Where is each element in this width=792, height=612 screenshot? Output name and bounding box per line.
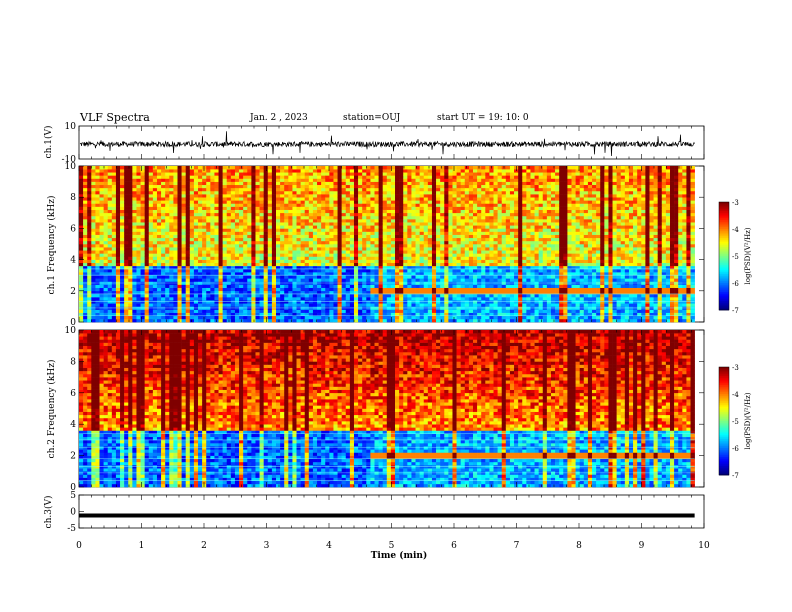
ch1-waveform-panel: 10 -10 ch.1(V) — [43, 122, 705, 165]
colorbar-tick-label: -7 — [732, 472, 739, 480]
colorbar-tick-label: -3 — [732, 199, 739, 207]
ch1-spectrogram-image — [79, 166, 695, 323]
ch3-ylabel: ch.3(V) — [43, 496, 54, 529]
x-axis: 0 1 2 3 4 5 6 7 8 9 10 — [76, 541, 710, 551]
colorbar-tick-label: -7 — [732, 307, 739, 315]
ch3-ytick-label: 5 — [70, 491, 76, 501]
spectrogram-ytick-label: 8 — [70, 193, 76, 203]
start-time-label: start UT = 19: 10: 0 — [437, 113, 529, 123]
x-tick-label: 0 — [76, 541, 82, 551]
colorbar-tick-label: -4 — [732, 226, 739, 234]
colorbar-tick-label: -5 — [732, 418, 739, 426]
station-label: station=OUJ — [343, 113, 401, 123]
x-axis-label: Time (min) — [371, 550, 428, 561]
spectrogram-ytick-label: 4 — [70, 256, 76, 266]
spectrogram-ytick-label: 2 — [70, 287, 76, 297]
x-tick-label: 2 — [201, 541, 207, 551]
ch2-spectrogram-panel: 0 2 4 6 8 10 ch.2 Frequency (kHz) -3 -4 -5 -6 -7 l… — [46, 326, 752, 493]
x-tick-label: 6 — [451, 541, 457, 551]
ch1-spectrogram-axis-ticks: 0 2 4 6 8 10 — [65, 162, 705, 328]
colorbar-tick-label: -6 — [732, 280, 739, 288]
x-tick-label: 5 — [389, 541, 395, 551]
spectrogram-ytick-label: 4 — [70, 420, 76, 430]
colorbar-tick-label: -6 — [732, 445, 739, 453]
chart-title: VLF Spectra — [80, 111, 150, 124]
ch2-spectrogram-image — [79, 330, 695, 488]
ch1-axis-ticks: 10 -10 — [62, 122, 705, 165]
spectrogram-ytick-label: 8 — [70, 357, 76, 367]
colorbar-tick-label: -3 — [732, 364, 739, 372]
x-tick-label: 4 — [326, 541, 332, 551]
ch3-ytick-label: 0 — [70, 508, 76, 518]
date-label: Jan. 2 , 2023 — [250, 113, 308, 123]
spectrogram-ytick-label: 0 — [70, 318, 76, 328]
ch1-ytick-label: 10 — [65, 122, 77, 132]
ch3-axis-ticks: 5 0 -5 — [67, 491, 705, 534]
ch1-spectrogram-panel: 0 2 4 6 8 10 ch.1 Frequency (kHz) -3 -4 -5 -6 -7 l… — [46, 162, 752, 328]
ch1-ytick-label: -10 — [62, 155, 77, 165]
spectrogram-ytick-label: 10 — [65, 326, 77, 336]
spectrogram-ytick-label: 0 — [70, 483, 76, 493]
ch1-spectrogram-ylabel: ch.1 Frequency (kHz) — [46, 196, 57, 295]
ch1-ylabel: ch.1(V) — [43, 126, 54, 159]
colorbar-tick-label: -4 — [732, 391, 739, 399]
ch1-waveform-trace — [79, 131, 695, 157]
ch1-colorbar: -3 -4 -5 -6 -7 log(PSD)(V²/Hz) — [718, 199, 752, 315]
ch3-ytick-label: -5 — [67, 524, 76, 534]
x-tick-label: 1 — [139, 541, 145, 551]
x-tick-label: 10 — [698, 541, 710, 551]
ch2-colorbar: -3 -4 -5 -6 -7 log(PSD)(V²/Hz) — [718, 364, 752, 480]
spectrogram-ytick-label: 6 — [70, 224, 76, 234]
colorbar-label: log(PSD)(V²/Hz) — [744, 227, 752, 284]
spectrogram-ytick-label: 2 — [70, 452, 76, 462]
x-tick-label: 8 — [576, 541, 582, 551]
ch2-spectrogram-axis-ticks: 0 2 4 6 8 10 — [65, 326, 705, 493]
ch3-waveform-panel: 5 0 -5 ch.3(V) — [43, 491, 705, 534]
colorbar-label: log(PSD)(V²/Hz) — [744, 392, 752, 449]
colorbar-tick-label: -5 — [732, 253, 739, 261]
spectrogram-ytick-label: 10 — [65, 162, 77, 172]
spectrogram-ytick-label: 6 — [70, 389, 76, 399]
x-tick-label: 9 — [639, 541, 645, 551]
x-tick-label: 7 — [514, 541, 520, 551]
ch2-spectrogram-ylabel: ch.2 Frequency (kHz) — [46, 360, 57, 459]
x-tick-label: 3 — [264, 541, 270, 551]
